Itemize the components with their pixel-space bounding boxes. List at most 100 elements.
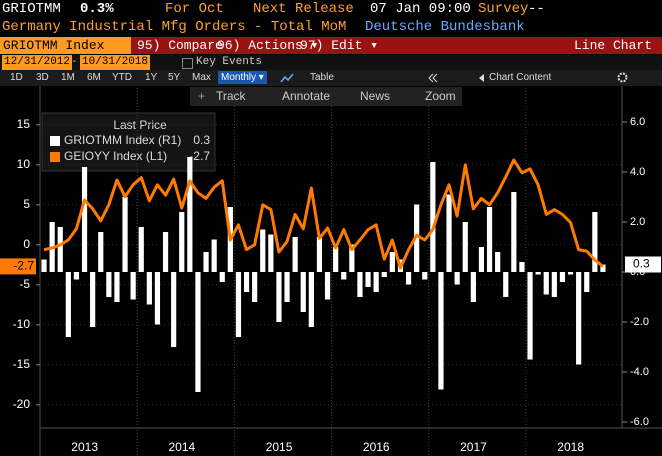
period-button[interactable]: 1Y bbox=[145, 72, 158, 83]
bar bbox=[365, 272, 371, 287]
y-tick-label: -10 bbox=[13, 317, 31, 331]
bar bbox=[268, 234, 274, 272]
period-button[interactable]: 3D bbox=[36, 72, 49, 83]
range-row: 12/31/2012 - 10/31/2018 Key Events bbox=[0, 55, 662, 70]
menu-item[interactable]: 96) Actions ▾ bbox=[217, 38, 319, 53]
y2-tick-label: 2.0 bbox=[630, 216, 645, 228]
bar bbox=[106, 272, 112, 297]
description: Germany Industrial Mfg Orders - Total Mo… bbox=[2, 19, 347, 35]
bar bbox=[211, 239, 217, 272]
bar bbox=[98, 232, 104, 272]
legend-value: -2.7 bbox=[189, 149, 210, 163]
security-field[interactable]: GRIOTMM Index bbox=[0, 37, 131, 54]
bar bbox=[373, 272, 379, 292]
bar bbox=[90, 272, 96, 327]
bar bbox=[567, 272, 574, 275]
end-date[interactable]: 10/31/2018 bbox=[80, 55, 151, 70]
tool-button[interactable]: Annotate bbox=[282, 89, 331, 103]
bar bbox=[114, 272, 120, 302]
bar bbox=[219, 272, 225, 282]
settings-icon[interactable] bbox=[617, 72, 628, 83]
y2-tick-label: -6.0 bbox=[630, 416, 649, 428]
ticker: GRIOTMM bbox=[2, 1, 61, 17]
period-button[interactable]: Max bbox=[192, 72, 211, 83]
y-tick-label: 15 bbox=[17, 117, 31, 131]
tool-button[interactable]: News bbox=[360, 89, 391, 103]
arrow-icon bbox=[479, 74, 484, 82]
y-tick-label: -5 bbox=[19, 277, 30, 291]
bar bbox=[430, 162, 436, 272]
bar bbox=[381, 272, 387, 277]
toolbar: + Track Annotate News Zoom bbox=[190, 87, 462, 106]
frequency[interactable]: Monthly ▾ bbox=[218, 71, 267, 84]
start-date[interactable]: 12/31/2012 bbox=[2, 55, 73, 70]
table-button[interactable]: Table bbox=[310, 72, 334, 83]
legend bbox=[41, 112, 216, 172]
bar bbox=[300, 272, 306, 312]
menu-item[interactable]: 97) Edit ▾ bbox=[300, 38, 379, 53]
bar bbox=[592, 212, 598, 272]
bar bbox=[146, 272, 152, 305]
bar bbox=[203, 252, 209, 272]
bar bbox=[551, 272, 557, 297]
menu-item[interactable]: 95) Compare bbox=[137, 38, 223, 53]
bar bbox=[495, 252, 501, 272]
bar bbox=[584, 272, 590, 292]
y2-tick-label: -4.0 bbox=[630, 366, 649, 378]
bar bbox=[503, 272, 509, 297]
x-tick-label: 2015 bbox=[266, 440, 293, 454]
last-value-label: -2.7 bbox=[13, 259, 34, 273]
bar bbox=[73, 272, 80, 280]
collapse-icon[interactable] bbox=[428, 73, 438, 83]
period-row: 1D 3D 1M 6M YTD 1Y 5Y Max Monthly ▾ Tabl… bbox=[0, 70, 662, 86]
bar bbox=[478, 247, 485, 272]
x-tick-label: 2014 bbox=[168, 440, 195, 454]
key-events[interactable]: Key Events bbox=[196, 56, 263, 68]
last-value: 0.3% bbox=[80, 1, 114, 17]
last-value-badge bbox=[625, 256, 661, 273]
bar bbox=[308, 272, 314, 327]
key-events-checkbox[interactable] bbox=[182, 58, 193, 69]
bar bbox=[187, 157, 193, 272]
period-button[interactable]: 1M bbox=[61, 72, 75, 83]
chart-icon[interactable] bbox=[280, 72, 294, 84]
bar bbox=[130, 272, 136, 300]
line bbox=[43, 158, 604, 270]
description-row: Germany Industrial Mfg Orders - Total Mo… bbox=[0, 18, 662, 36]
bar bbox=[292, 237, 298, 272]
bar bbox=[414, 204, 420, 272]
bar bbox=[527, 272, 533, 360]
period-button[interactable]: 6M bbox=[87, 72, 101, 83]
legend-value: 0.3 bbox=[193, 133, 210, 147]
bar bbox=[535, 272, 541, 275]
period-button[interactable]: 5Y bbox=[168, 72, 181, 83]
bar bbox=[252, 272, 258, 302]
bar bbox=[316, 237, 323, 272]
bar bbox=[389, 252, 395, 272]
header-row: GRIOTMM 0.3% For Oct Next Release 07 Jan… bbox=[0, 0, 662, 18]
bar bbox=[600, 264, 606, 272]
bar bbox=[543, 272, 549, 295]
view-label: Line Chart bbox=[573, 38, 652, 53]
tool-button[interactable]: Zoom bbox=[425, 89, 456, 103]
bar bbox=[154, 272, 161, 325]
period-button[interactable]: YTD bbox=[112, 72, 132, 83]
bar bbox=[235, 272, 242, 337]
bar bbox=[511, 192, 517, 272]
legend-swatch bbox=[50, 136, 60, 146]
next-release-label: Next Release bbox=[253, 1, 354, 17]
bar bbox=[357, 272, 363, 297]
legend-label: GRIOTMM Index (R1) bbox=[64, 133, 181, 147]
survey: -- bbox=[528, 1, 545, 17]
chart-content[interactable]: Chart Content bbox=[489, 72, 552, 83]
bar bbox=[486, 207, 493, 272]
bar bbox=[65, 272, 71, 337]
range-separator: - bbox=[71, 56, 78, 68]
x-tick-label: 2018 bbox=[557, 440, 584, 454]
y-tick-label: -20 bbox=[13, 397, 31, 411]
period-button[interactable]: 1D bbox=[10, 72, 23, 83]
tool-button[interactable]: Track bbox=[216, 89, 246, 103]
last-value-badge bbox=[0, 258, 36, 275]
